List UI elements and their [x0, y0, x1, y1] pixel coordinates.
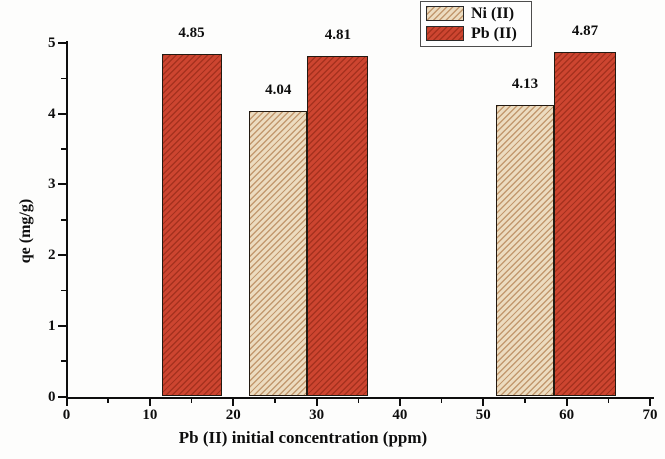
y-minor-tick	[60, 77, 66, 80]
x-major-tick	[148, 398, 151, 406]
x-tick-label: 20	[225, 406, 241, 423]
bar-pb	[161, 53, 222, 397]
x-major-tick	[398, 398, 401, 406]
legend: Ni (II) Pb (II)	[420, 1, 532, 47]
x-minor-tick	[440, 398, 443, 403]
legend-swatch-pb	[426, 26, 464, 41]
x-minor-tick	[607, 398, 610, 403]
x-major-tick	[482, 398, 485, 406]
y-minor-tick	[60, 289, 66, 292]
y-tick-label: 2	[48, 247, 56, 264]
y-tick-label: 4	[48, 105, 56, 122]
bar-value-label: 4.87	[571, 23, 599, 40]
legend-label-ni: Ni (II)	[471, 5, 515, 22]
y-tick-label: 0	[48, 388, 56, 405]
x-axis-spine	[65, 396, 654, 399]
x-minor-tick	[274, 398, 276, 403]
legend-swatch-ni	[426, 6, 464, 21]
y-minor-tick	[60, 148, 66, 150]
y-tick-label: 1	[48, 317, 56, 334]
y-tick-label: 3	[48, 176, 56, 193]
x-minor-tick	[107, 398, 109, 403]
x-tick-label: 40	[392, 406, 408, 423]
x-major-tick	[232, 398, 235, 406]
bar-value-label: 4.13	[511, 75, 539, 92]
x-tick-label: 70	[642, 406, 658, 423]
y-axis-spine	[65, 41, 68, 399]
x-axis-title: Pb (II) initial concentration (ppm)	[178, 428, 428, 447]
y-minor-tick	[60, 219, 66, 221]
x-tick-label: 50	[475, 406, 491, 423]
x-major-tick	[65, 398, 68, 406]
y-major-tick	[57, 42, 66, 44]
y-major-tick	[57, 112, 66, 115]
y-major-tick	[57, 254, 66, 257]
y-major-tick	[57, 324, 66, 327]
bar-value-label: 4.81	[324, 27, 351, 44]
y-axis-title: qe (mg/g)	[17, 198, 34, 264]
x-tick-label: 10	[142, 406, 158, 423]
y-major-tick	[57, 395, 66, 398]
bar-value-label: 4.04	[265, 81, 292, 98]
bar-pb	[554, 52, 616, 397]
bar-value-label: 4.85	[178, 24, 205, 41]
x-tick-label: 0	[62, 406, 71, 423]
x-minor-tick	[524, 398, 526, 403]
legend-label-pb: Pb (II)	[471, 25, 517, 42]
x-major-tick	[315, 398, 318, 406]
y-minor-tick	[60, 360, 66, 362]
legend-item-ni: Ni (II)	[426, 5, 526, 22]
x-major-tick	[565, 398, 568, 406]
legend-item-pb: Pb (II)	[426, 25, 526, 42]
y-tick-label: 5	[48, 35, 56, 51]
x-minor-tick	[357, 398, 359, 403]
x-tick-label: 30	[309, 406, 325, 423]
x-minor-tick	[190, 398, 193, 403]
bar-pb	[307, 56, 369, 397]
bar-ni	[495, 104, 555, 397]
bar-ni	[249, 110, 308, 397]
x-tick-label: 60	[559, 406, 575, 423]
y-major-tick	[57, 183, 66, 186]
x-major-tick	[649, 398, 651, 406]
